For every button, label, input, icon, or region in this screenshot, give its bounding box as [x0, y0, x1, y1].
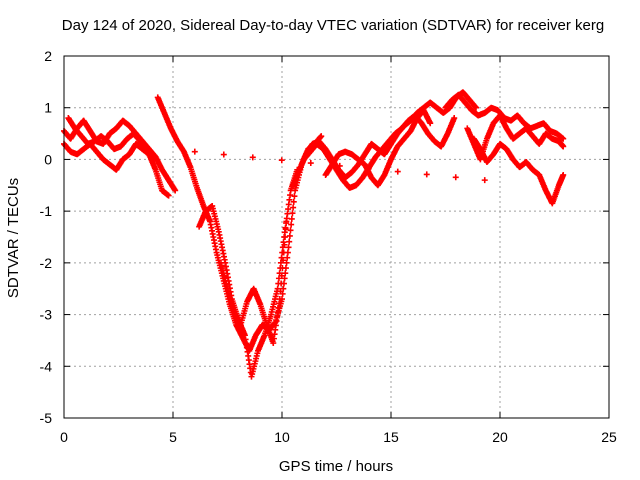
y-tick-label: 1: [44, 100, 52, 116]
y-tick-label: 2: [44, 48, 52, 64]
x-tick-label: 15: [383, 429, 399, 445]
x-tick-label: 5: [169, 429, 177, 445]
x-tick-label: 20: [492, 429, 508, 445]
data-series-track-k: [464, 112, 567, 163]
data-series-track-e: [196, 166, 301, 380]
y-tick-label: -4: [40, 358, 53, 374]
plot-frame: [63, 55, 610, 419]
y-tick-label: -3: [40, 307, 53, 323]
y-tick-label: 0: [44, 151, 52, 167]
chart-title: Day 124 of 2020, Sidereal Day-to-day VTE…: [62, 17, 604, 34]
data-series-track-i: [322, 107, 434, 189]
axis-ticks: 0 5 10 15 20 25 -5 -4 -3 -2 -1 0 1 2: [40, 48, 617, 445]
x-tick-label: 10: [274, 429, 290, 445]
x-tick-label: 0: [60, 429, 68, 445]
y-axis-label: SDTVAR / TECUs: [5, 178, 22, 298]
data-series-track-c: [65, 115, 157, 163]
y-tick-label: -2: [40, 255, 53, 271]
data-series-track-f: [217, 218, 290, 347]
data-series-track-h: [300, 112, 458, 191]
data-series-isolated: [191, 148, 488, 184]
y-tick-label: -5: [40, 410, 53, 426]
x-axis-label: GPS time / hours: [279, 458, 393, 475]
grid: [64, 56, 609, 418]
y-tick-label: -1: [40, 203, 53, 219]
data-series-track-l: [470, 135, 567, 207]
x-tick-label: 25: [601, 429, 617, 445]
data-points: [61, 89, 567, 380]
data-series-track-j: [442, 91, 567, 142]
